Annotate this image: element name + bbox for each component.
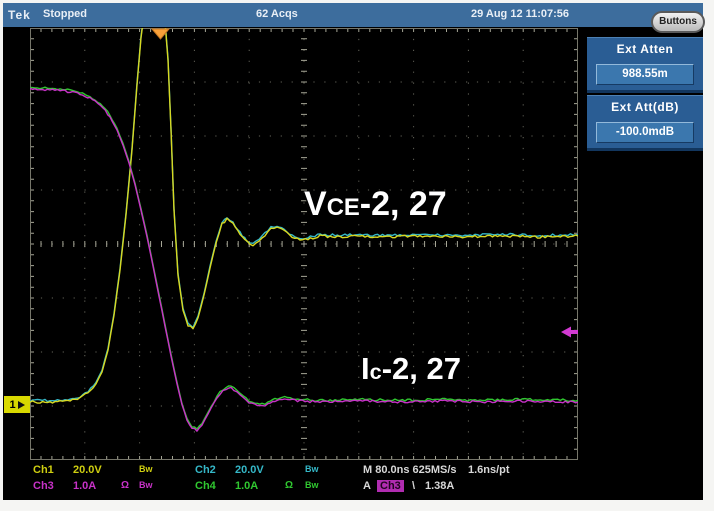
ch4-coupling-icon: Ω: [285, 480, 294, 491]
timebase-readout: M 80.0ns 625MS/s: [363, 464, 457, 476]
readout-row-2: Ch3 1.0A Ω Bw Ch4 1.0A Ω Bw A Ch3 \ 1.38…: [3, 480, 703, 495]
ch1-scale: 20.0V: [73, 464, 102, 476]
ch1-marker-label: 1: [9, 398, 16, 411]
ch2-bandwidth-badge: Bw: [305, 464, 319, 474]
vce-trace-annotation: VCE-2, 27: [304, 185, 447, 223]
ext-att-db-label: Ext Att(dB): [611, 100, 679, 114]
ch4-label: Ch4: [195, 480, 216, 492]
title-bar: Tek Stopped 62 Acqs 29 Aug 12 11:07:56: [3, 3, 703, 27]
trigger-level: 1.38A: [425, 480, 455, 492]
ch1-ground-reference-marker: 1: [4, 396, 30, 413]
acquisition-status: Stopped: [43, 8, 87, 20]
ch2-scale: 20.0V: [235, 464, 264, 476]
ch4-bandwidth-badge: Bw: [305, 480, 319, 490]
ch1-bandwidth-badge: Bw: [139, 464, 153, 474]
readout-row-1: Ch1 20.0V Bw Ch2 20.0V Bw M 80.0ns 625MS…: [3, 464, 703, 479]
side-menu-ext-atten[interactable]: Ext Atten 988.55m: [587, 37, 703, 93]
trigger-source: Ch3: [377, 480, 404, 492]
ch2-label: Ch2: [195, 464, 216, 476]
ch4-scale: 1.0A: [235, 480, 259, 492]
ch3-label: Ch3: [33, 480, 54, 492]
ic-trace-annotation: Ic-2, 27: [361, 351, 461, 386]
tek-logo: Tek: [8, 8, 31, 22]
ch3-bandwidth-badge: Bw: [139, 480, 153, 490]
waveform-graticule: [30, 28, 578, 460]
acquisition-count: 62 Acqs: [256, 8, 298, 20]
ch3-scale: 1.0A: [73, 480, 97, 492]
scope-screen: Tek Stopped 62 Acqs 29 Aug 12 11:07:56 B…: [3, 3, 705, 500]
ext-atten-label: Ext Atten: [616, 42, 674, 56]
ch1-label: Ch1: [33, 464, 54, 476]
buttons-button[interactable]: Buttons: [651, 11, 705, 33]
side-menu-ext-att-db[interactable]: Ext Att(dB) -100.0mdB: [587, 95, 703, 151]
trigger-slope-icon: \: [412, 480, 416, 492]
ext-atten-value[interactable]: 988.55m: [596, 64, 694, 85]
right-arrow-icon: [17, 400, 25, 409]
trigger-mode: A: [363, 480, 371, 492]
resolution-readout: 1.6ns/pt: [468, 464, 510, 476]
datetime: 29 Aug 12 11:07:56: [471, 8, 570, 20]
ext-att-db-value[interactable]: -100.0mdB: [596, 122, 694, 143]
ch3-coupling-icon: Ω: [121, 480, 130, 491]
